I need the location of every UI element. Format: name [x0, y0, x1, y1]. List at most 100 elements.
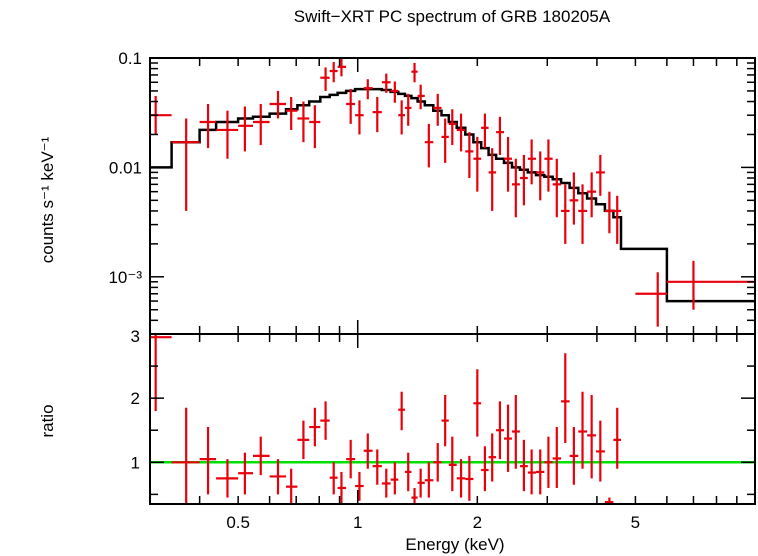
ratio-data-point: [535, 449, 545, 495]
ratio-data-point: [309, 407, 321, 447]
spectrum-data-point: [441, 118, 449, 163]
spectrum-data-point: [346, 89, 356, 124]
x-axis-label: Energy (keV): [405, 535, 504, 554]
ratio-data-point: [297, 420, 310, 460]
ratio-data-point: [481, 446, 489, 492]
spectrum-data-point: [552, 158, 562, 218]
model-layer: [150, 87, 755, 303]
spectrum-data-point: [666, 260, 755, 310]
spectrum-data-point: [269, 90, 287, 119]
y-tick-label: 2: [131, 389, 140, 408]
spectrum-y-axis-label: counts s⁻¹ keV⁻¹: [38, 136, 57, 263]
spectrum-data-point: [544, 139, 553, 192]
spectrum-data-point: [481, 113, 489, 149]
ratio-data-point: [216, 459, 239, 498]
y-tick-label: 0.01: [109, 158, 142, 177]
ratio-data-point: [596, 420, 605, 482]
spectrum-data-point: [519, 154, 528, 206]
y-tick-label: 0.1: [118, 49, 142, 68]
ratio-data-point: [346, 439, 356, 479]
ratio-data-point: [511, 394, 520, 469]
ratio-data-point: [448, 436, 457, 492]
ratio-data-point: [337, 471, 347, 504]
spectrum-data-point: [417, 84, 425, 110]
ratio-data-point: [269, 459, 287, 495]
spectrum-data-point: [320, 67, 330, 91]
model-step-line: [150, 87, 755, 303]
spectrum-plot-frame: [149, 57, 756, 335]
chart-title: Swift−XRT PC spectrum of GRB 180205A: [294, 7, 611, 26]
spectrum-data-point: [456, 113, 466, 152]
ratio-data-layer: [150, 334, 622, 504]
x-tick-label: 2: [473, 513, 482, 532]
spectrum-data-point: [199, 103, 217, 149]
x-tick-label: 5: [631, 513, 640, 532]
spectrum-data-point: [390, 81, 399, 103]
spectrum-data-point: [363, 79, 373, 100]
spectrum-data-point: [253, 103, 270, 146]
ratio-data-point: [561, 353, 570, 444]
spectrum-data-point: [613, 195, 622, 244]
spectrum-data-point: [238, 106, 254, 152]
spectrum-data-point: [337, 58, 347, 77]
ratio-data-point: [552, 427, 562, 488]
spectrum-data-point: [355, 100, 364, 135]
ratio-data-point: [171, 407, 200, 504]
ratio-data-point: [569, 427, 579, 485]
spectrum-data-point: [527, 139, 536, 185]
spectrum-data-point: [604, 191, 614, 234]
ratio-data-point: [465, 455, 474, 501]
ratio-data-point: [320, 401, 330, 440]
ratio-data-point: [417, 468, 425, 498]
ratio-data-point: [578, 391, 588, 469]
ratio-data-point: [613, 407, 622, 469]
spectrum-data-point: [465, 132, 474, 179]
ratio-data-point: [441, 394, 449, 447]
spectrum-data-point: [635, 272, 667, 327]
spectrum-data-point: [404, 93, 412, 126]
spectrum-data-point: [309, 105, 321, 149]
spectrum-data-point: [504, 136, 512, 192]
x-tick-label: 0.5: [226, 513, 250, 532]
spectrum-data-point: [488, 148, 497, 211]
ratio-data-point: [488, 433, 497, 482]
ratio-data-point: [604, 497, 614, 504]
spectrum-data-point: [424, 123, 434, 168]
spectrum-data-point: [411, 63, 418, 83]
spectrum-data-point: [496, 116, 505, 155]
ratio-data-point: [329, 462, 338, 495]
ratio-data-point: [398, 391, 405, 431]
y-tick-label: 1: [131, 453, 140, 472]
x-tick-label: 1: [353, 513, 362, 532]
spectrum-data-point: [561, 184, 570, 244]
spectrum-data-point: [511, 158, 520, 218]
ratio-data-point: [433, 443, 442, 482]
spectrum-data-point: [473, 136, 482, 192]
ratio-data-point: [496, 401, 505, 460]
ratio-data-point: [519, 439, 528, 492]
spectrum-data-point: [216, 110, 239, 159]
ratio-data-point: [372, 449, 382, 485]
spectrum-data-point: [381, 73, 391, 93]
ratio-data-point: [587, 394, 597, 479]
ratio-data-point: [404, 452, 412, 492]
spectrum-data-point: [569, 172, 579, 225]
spectrum-panel: 0.1 0.01 10⁻³ 3: [108, 49, 756, 346]
ratio-data-point: [424, 462, 434, 498]
spectrum-data-point: [398, 100, 405, 135]
spectrum-data-point: [578, 184, 588, 244]
spectrum-data-point: [448, 109, 457, 146]
ratio-data-point: [355, 471, 364, 501]
spectrum-axes: 0.1 0.01 10⁻³ 3: [108, 49, 756, 346]
ratio-data-point: [456, 459, 466, 498]
spectrum-data-point: [535, 151, 545, 201]
ratio-data-point: [286, 468, 298, 504]
ratio-data-point: [363, 433, 373, 469]
ratio-data-point: [411, 487, 418, 504]
ratio-data-point: [253, 436, 270, 476]
ratio-data-point: [150, 334, 172, 411]
ratio-data-point: [473, 369, 482, 437]
ratio-axes: 1 2 0.5 1 2 5: [131, 334, 756, 532]
ratio-data-point: [199, 427, 217, 495]
